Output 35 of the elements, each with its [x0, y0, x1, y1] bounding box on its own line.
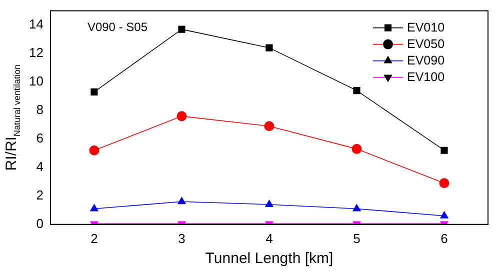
point [177, 196, 186, 204]
y-tick-label: 10 [28, 74, 44, 89]
point [176, 111, 187, 122]
point [264, 121, 274, 132]
point [353, 87, 360, 94]
y-tick-label: 8 [36, 102, 44, 118]
x-tick-label: 5 [353, 230, 360, 246]
point [440, 210, 449, 218]
point [178, 26, 186, 33]
legend-label: EV050 [407, 36, 445, 51]
y-tick-label: 12 [28, 45, 44, 60]
y-axis-title: RI/RINatural ventilation [3, 64, 22, 171]
point [264, 199, 274, 207]
point [266, 44, 273, 52]
point [440, 146, 448, 154]
legend-label: EV010 [407, 20, 445, 34]
y-tick-label: 4 [36, 159, 44, 174]
y-tick-label: 0 [36, 216, 44, 231]
x-tick-label: 4 [266, 230, 273, 246]
x-tick-label: 6 [440, 230, 448, 246]
x-tick-label: 2 [90, 230, 98, 246]
y-tick-label: 6 [36, 130, 44, 146]
point [90, 88, 98, 96]
point [90, 204, 99, 212]
point [352, 144, 362, 154]
point [352, 204, 362, 212]
legend-label: EV100 [407, 70, 445, 84]
annotation: V090 - S05 [87, 20, 148, 34]
y-tick-label: 2 [36, 188, 44, 202]
point [439, 178, 450, 188]
x-axis-title: Tunnel Length [km] [205, 250, 334, 268]
y-tick-label: 14 [28, 16, 44, 32]
point [89, 145, 100, 156]
x-tick-label: 3 [178, 230, 186, 246]
legend-label: EV090 [407, 53, 445, 68]
